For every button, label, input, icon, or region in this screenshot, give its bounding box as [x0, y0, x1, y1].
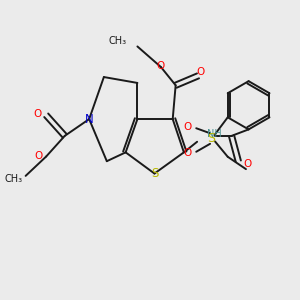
Text: O: O	[244, 158, 252, 169]
Text: O: O	[34, 152, 43, 161]
Text: NH: NH	[206, 129, 221, 140]
Text: CH₃: CH₃	[108, 36, 126, 46]
Text: O: O	[34, 109, 42, 119]
Text: O: O	[197, 67, 205, 77]
Text: S: S	[208, 132, 215, 145]
Text: S: S	[151, 167, 158, 180]
Text: CH₃: CH₃	[4, 174, 23, 184]
Text: O: O	[156, 61, 164, 71]
Text: N: N	[85, 112, 94, 126]
Text: O: O	[184, 122, 192, 132]
Text: O: O	[184, 148, 192, 158]
